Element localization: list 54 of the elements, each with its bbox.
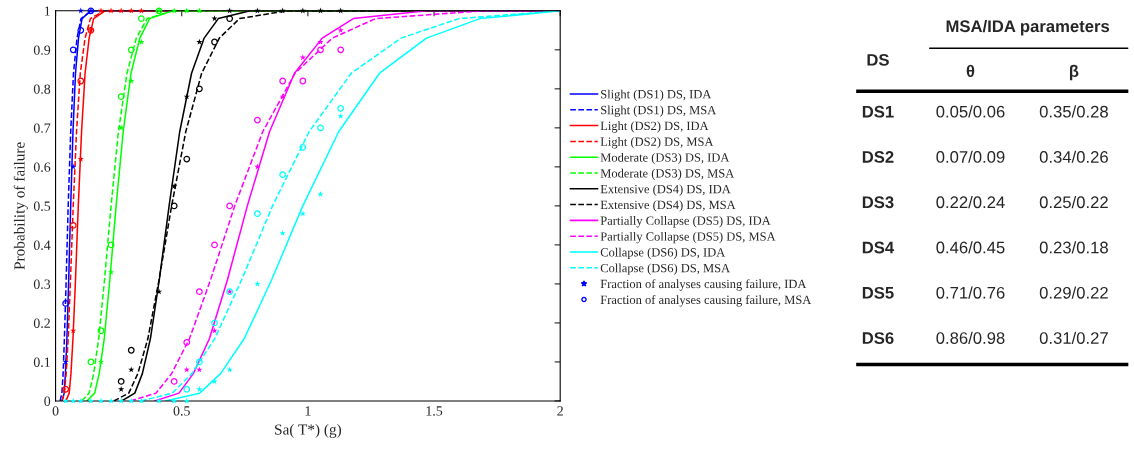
legend-label: Moderate (DS3) DS, MSA <box>600 168 735 181</box>
x-tick-label: 2 <box>557 406 563 416</box>
legend-label: Moderate (DS3) DS, IDA <box>600 152 730 165</box>
text: 0.71/0.76 <box>936 286 1005 299</box>
y-axis-title: Probability of failure <box>13 142 28 270</box>
legend-label: Light (DS2) DS, MSA <box>600 137 714 149</box>
legend-label: Collapse (DS6) DS, MSA <box>600 263 731 275</box>
y-tick-label: 0.7 <box>33 123 51 133</box>
text: 0.05/0.06 <box>936 105 1005 118</box>
category-label: DS6 <box>862 332 894 344</box>
text: 0.25/0.22 <box>1039 195 1108 209</box>
legend-label: Collapse (DS6) DS, IDA <box>600 247 726 260</box>
legend-label: Slight (DS1) DS, IDA <box>601 89 712 102</box>
category-label: DS3 <box>862 196 894 209</box>
legend-label: Partially Collapse (DS5) DS, MSA <box>600 231 776 244</box>
text: DS <box>867 53 889 66</box>
x-tick-label: 1.5 <box>426 406 443 416</box>
category-label: DS4 <box>862 241 895 254</box>
text: MSA/IDA parameters <box>946 19 1110 36</box>
text: 0.34/0.26 <box>1039 150 1108 163</box>
legend-label: Fraction of analyses causing failure, IDA <box>600 279 807 291</box>
y-tick-label: 0.9 <box>33 45 51 55</box>
x-tick-label: 0.5 <box>173 406 190 416</box>
y-tick-label: 0 <box>44 396 51 406</box>
legend-label: Fraction of analyses causing failure, MSA <box>600 295 812 307</box>
text: 0.46/0.45 <box>936 241 1005 254</box>
category-label: β <box>1069 64 1079 81</box>
legend-label: Extensive (DS4) DS, MSA <box>600 200 736 212</box>
text: 0.35/0.28 <box>1039 105 1108 118</box>
x-tick-label: 1 <box>305 406 311 416</box>
y-tick-label: 0.2 <box>33 318 50 328</box>
text: 0.23/0.18 <box>1039 241 1108 254</box>
y-tick-label: 0.4 <box>33 240 51 250</box>
y-tick-label: 0.8 <box>33 84 51 94</box>
y-tick-label: 0.3 <box>33 279 51 289</box>
text: 0.86/0.98 <box>936 331 1005 344</box>
category-label: DS5 <box>862 286 894 299</box>
legend-label: Light (DS2) DS, IDA <box>600 121 709 133</box>
text: 0.31/0.27 <box>1039 331 1108 344</box>
x-tick-label: 0 <box>52 406 59 416</box>
category-label: DS2 <box>862 151 894 163</box>
text: 0.07/0.09 <box>936 150 1005 163</box>
y-tick-label: 0.6 <box>33 162 51 172</box>
x-axis-title: Sa( T*) (g) <box>275 423 342 438</box>
text: 0.22/0.24 <box>936 195 1005 209</box>
legend-label: Extensive (DS4) DS, IDA <box>600 184 731 196</box>
legend-label: Partially Collapse (DS5) DS, IDA <box>600 216 771 228</box>
category-label: DS1 <box>862 105 894 118</box>
y-tick-label: 1 <box>44 6 50 16</box>
text: 0.29/0.22 <box>1039 286 1108 299</box>
y-tick-label: 0.5 <box>33 201 51 211</box>
y-tick-label: 0.1 <box>33 357 50 367</box>
legend-label: Slight (DS1) DS, MSA <box>601 105 717 117</box>
category-label: θ <box>966 64 975 77</box>
